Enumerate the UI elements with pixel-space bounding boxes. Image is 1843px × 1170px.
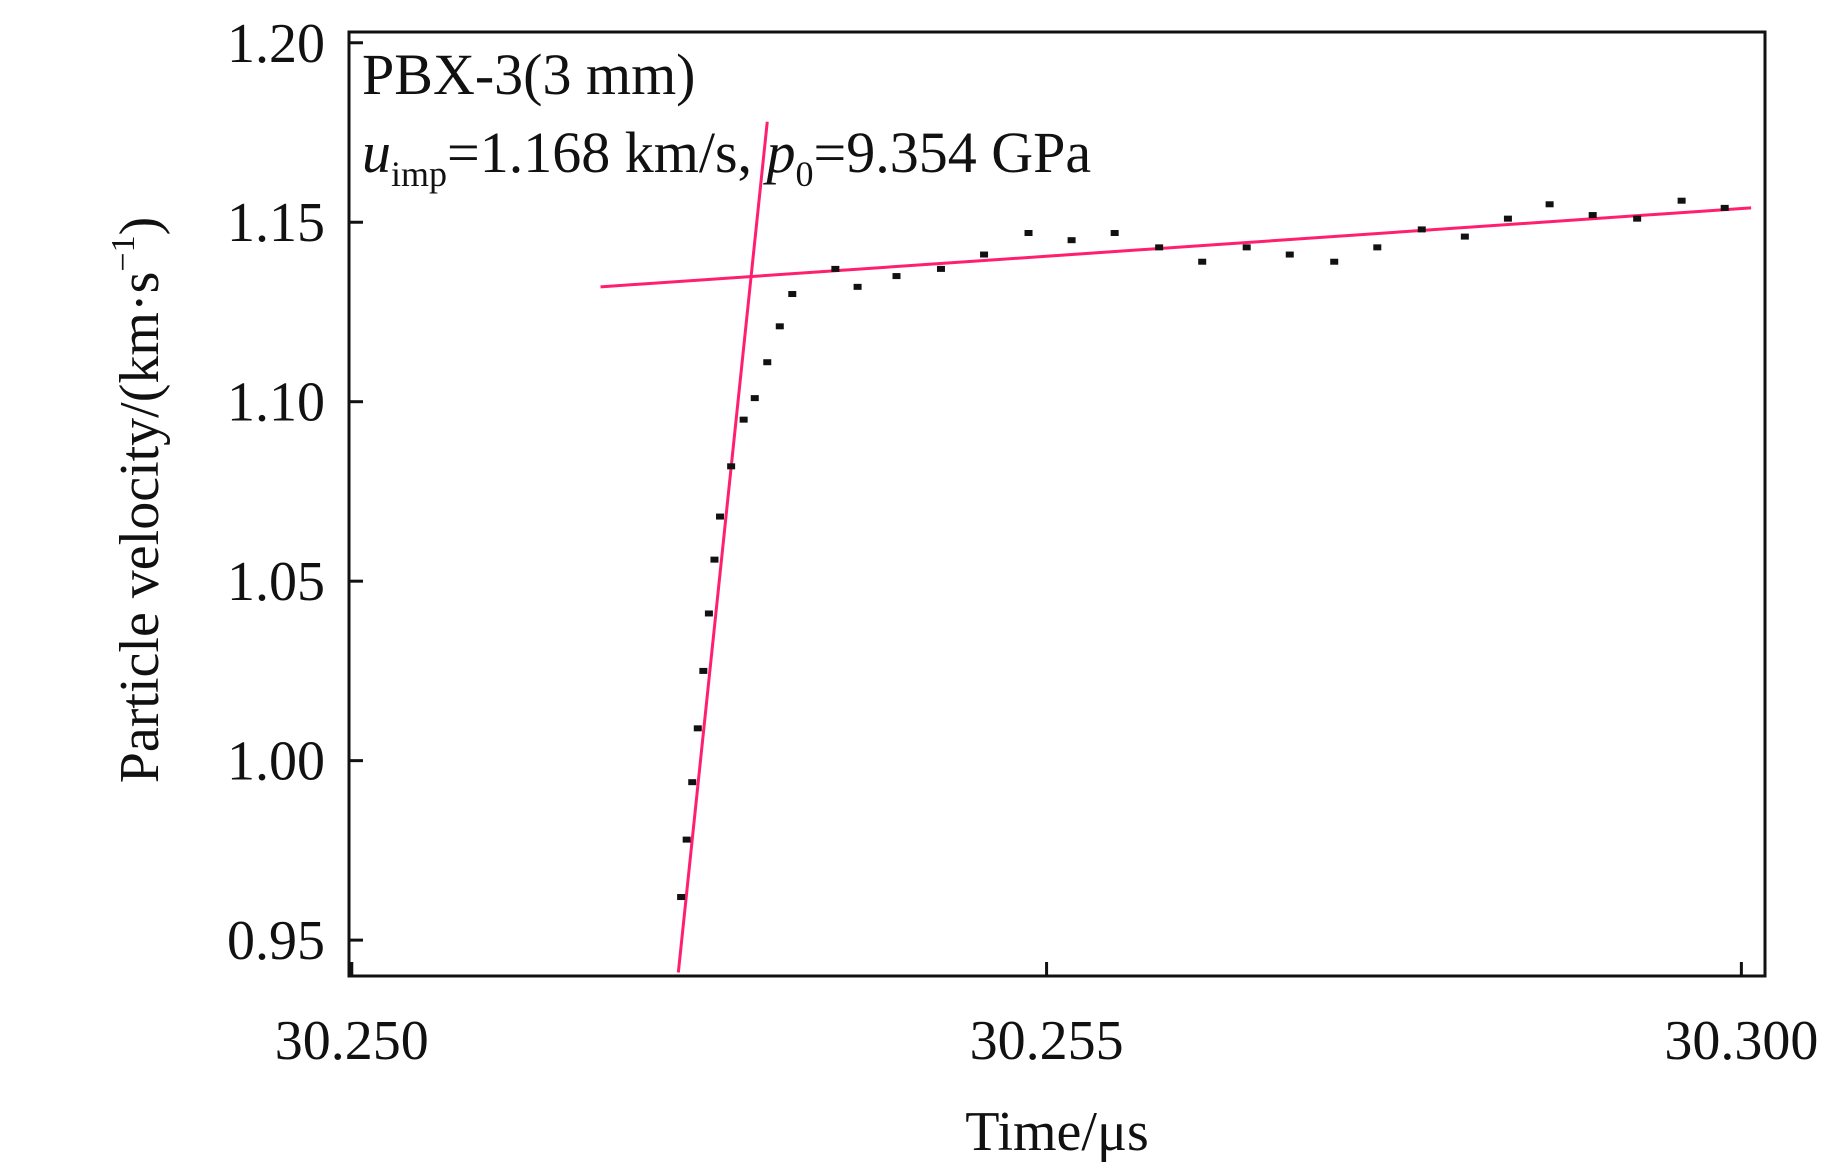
data-point [1242, 244, 1251, 251]
fit-line [676, 121, 769, 973]
y-axis-title-close: ) [109, 217, 171, 236]
y-axis: 0.95 1.00 1.05 1.10 1.15 1.20 [227, 13, 363, 972]
data-point [980, 251, 989, 258]
plot-frame [347, 30, 1767, 978]
fit-lines [600, 121, 1752, 973]
data-point [710, 556, 719, 563]
data-point [1677, 197, 1686, 204]
annotation-u-sub: imp [391, 154, 447, 194]
data-point [1460, 233, 1469, 240]
data-point [1155, 244, 1164, 251]
data-point [739, 416, 748, 423]
data-point [750, 395, 759, 402]
data-point [688, 779, 697, 786]
data-point [1545, 201, 1554, 208]
y-tick-label: 1.05 [227, 551, 325, 613]
y-tick-label: 1.15 [227, 192, 325, 254]
data-point [693, 725, 702, 732]
y-tick-label: 0.95 [227, 910, 325, 972]
data-point [704, 610, 713, 617]
data-point [727, 463, 736, 470]
x-axis: 30.250 30.255 30.300 [275, 962, 1818, 1072]
data-point [1373, 244, 1382, 251]
data-point [853, 283, 862, 290]
data-point [775, 323, 784, 330]
data-point [699, 667, 708, 674]
annotation-p-value: =9.354 GPa [814, 120, 1092, 185]
data-point [1633, 215, 1642, 222]
y-tick-label: 1.20 [227, 13, 325, 75]
data-point [788, 291, 797, 298]
x-tick-label: 30.300 [1664, 1010, 1818, 1072]
annotation-conditions: uimp=1.168 km/s, p0=9.354 GPa [362, 120, 1091, 194]
data-point [936, 265, 945, 272]
data-point [1720, 204, 1729, 211]
y-tick-label: 1.00 [227, 731, 325, 793]
x-tick-label: 30.255 [970, 1010, 1124, 1072]
data-point [1330, 258, 1339, 265]
data-point [1417, 226, 1426, 233]
annotation-p-sub: 0 [796, 154, 814, 194]
fit-line [600, 206, 1752, 289]
data-point [1503, 215, 1512, 222]
data-point [1285, 251, 1294, 258]
data-point [1110, 230, 1119, 237]
data-points [677, 197, 1729, 901]
annotation-u-value: =1.168 km/s, [447, 120, 767, 185]
annotation-sample: PBX-3(3 mm) [362, 42, 696, 107]
data-point [682, 836, 691, 843]
y-axis-title: Particle velocity/(km·s−1) [105, 217, 171, 783]
x-axis-title: Time/μs [965, 1101, 1149, 1163]
y-axis-title-text: Particle velocity/(km·s [109, 272, 171, 784]
annotation-p: p [763, 120, 796, 185]
data-point [1588, 212, 1597, 219]
data-point [716, 513, 725, 520]
y-tick-label: 1.10 [227, 372, 325, 434]
data-point [1024, 230, 1033, 237]
data-point [1067, 237, 1076, 244]
y-axis-title-sup: −1 [105, 235, 142, 271]
x-tick-label: 30.250 [275, 1010, 429, 1072]
data-point [1198, 258, 1207, 265]
data-point [892, 273, 901, 280]
data-point [677, 894, 686, 901]
data-point [831, 265, 840, 272]
annotation-u: u [362, 120, 391, 185]
data-point [763, 359, 772, 366]
